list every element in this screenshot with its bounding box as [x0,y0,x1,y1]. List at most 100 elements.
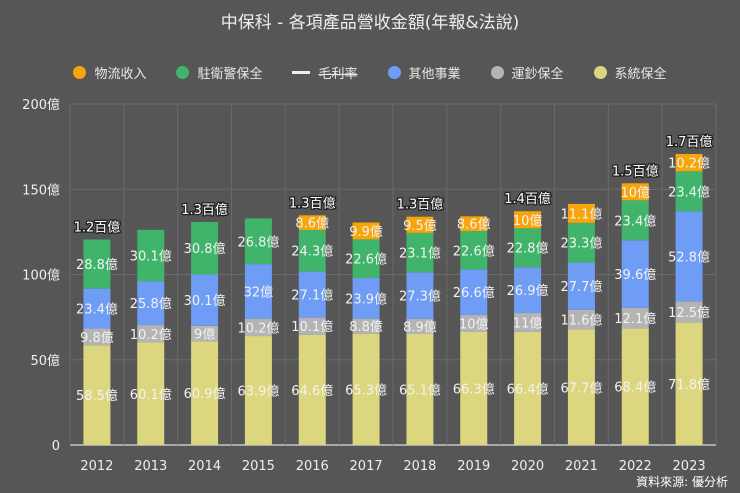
bar-segment [406,318,434,335]
bar-segment [567,222,595,263]
total-label: 1.3百億 [289,195,336,211]
data-label: 22.8億 [507,241,549,257]
bar-segment [298,229,326,272]
bar-segment [83,328,111,346]
data-label: 8.9億 [403,319,437,335]
chart-title: 中保科 - 各項產品營收金額(年報&法說) [220,13,520,33]
x-tick-label: 2019 [457,459,490,474]
bar-segment [460,314,488,332]
bar-segment [675,322,703,445]
bar-segment [621,183,649,201]
data-label: 66.3億 [453,381,495,397]
data-label: 32億 [244,284,274,300]
data-label: 10.1億 [291,319,333,335]
data-label: 65.3億 [345,382,387,398]
legend-label: 系統保全 [614,67,667,82]
bar-segment [675,153,703,172]
y-tick-label: 200億 [22,97,60,113]
bar-segment [621,307,649,329]
total-label: 1.7百億 [666,134,713,150]
legend-item-system[interactable]: 系統保全 [593,63,667,82]
bar-segment [567,203,595,223]
legend-item-cash[interactable]: 運鈔保全 [490,63,564,82]
data-label: 8.6億 [457,217,491,233]
x-tick-label: 2013 [134,459,167,474]
x-tick-label: 2016 [296,459,329,474]
bar-segment [514,267,542,314]
bar-segment [352,277,380,319]
data-label: 10億 [513,213,543,229]
bar-segment [191,325,219,342]
legend-item-guard[interactable]: 駐衛警保全 [176,63,262,82]
data-label: 11.6億 [560,313,602,329]
bar-segment [137,229,165,282]
legend-label: 物流收入 [94,67,147,82]
data-label: 24.3億 [291,244,333,260]
legend-item-logistics[interactable]: 物流收入 [73,63,146,82]
data-label: 23.9億 [345,291,387,307]
legend-marker [593,66,607,79]
data-label: 52.8億 [668,249,710,265]
bar-segment [298,334,326,445]
data-label: 22.6億 [453,243,495,259]
bar-segment [191,274,219,326]
bar-segment [352,222,380,240]
bar-segment [621,240,649,308]
legend-label: 其他事業 [408,67,461,82]
bar-segment [514,313,542,332]
data-label: 26.6億 [453,285,495,301]
data-label: 30.1億 [184,293,226,309]
x-tick-label: 2023 [673,459,706,474]
data-label: 65.1億 [399,383,441,399]
data-label: 10.2億 [237,320,279,336]
data-label: 23.4億 [76,302,118,318]
x-tick-label: 2018 [403,459,436,474]
data-label: 26.8億 [237,234,279,250]
data-label: 60.1億 [130,387,172,403]
bar-segment [137,342,165,445]
bar-segment [406,232,434,273]
legend: 物流收入 駐衛警保全 毛利率 其他事業 運鈔保全 系統保全 [0,63,740,82]
total-label: 1.3百億 [181,202,228,218]
bar-segment [244,218,272,265]
x-tick-label: 2020 [511,459,544,474]
data-label: 27.7億 [560,279,602,295]
data-label: 9億 [194,326,215,342]
x-tick-label: 2014 [188,459,221,474]
data-label: 64.6億 [291,383,333,399]
data-label: 63.9億 [237,384,279,400]
data-label: 9.9億 [349,224,383,240]
legend-item-margin[interactable]: 毛利率 [292,63,358,82]
data-label: 58.5億 [76,388,118,404]
bar-segment [460,216,488,232]
bar-segment [514,331,542,445]
data-label: 11.1億 [560,206,602,222]
data-label: 10.2億 [668,156,710,172]
total-label: 1.3百億 [397,197,444,213]
bar-segment [298,215,326,230]
legend-marker [490,66,504,79]
bar-segment [567,329,595,445]
bar-segment [406,216,434,233]
data-label: 11億 [513,315,543,331]
data-label: 60.9億 [184,386,226,402]
data-label: 8.8億 [349,319,383,335]
bar-segment [406,272,434,319]
y-tick-label: 0 [52,439,60,454]
bar-segment [675,171,703,212]
bar-segment [83,345,111,445]
data-label: 66.4億 [507,381,549,397]
data-label: 71.8億 [668,377,710,393]
legend-item-other[interactable]: 其他事業 [387,63,461,82]
bar-segment [675,301,703,323]
bar-segment [567,262,595,310]
y-tick-label: 50億 [30,353,60,369]
data-label: 10億 [459,316,489,332]
bar-segment [621,328,649,445]
data-label: 10億 [620,185,650,201]
data-label: 27.3億 [399,289,441,305]
bar-segment [137,281,165,326]
legend-label: 毛利率 [318,67,358,82]
data-label: 10.2億 [130,327,172,343]
